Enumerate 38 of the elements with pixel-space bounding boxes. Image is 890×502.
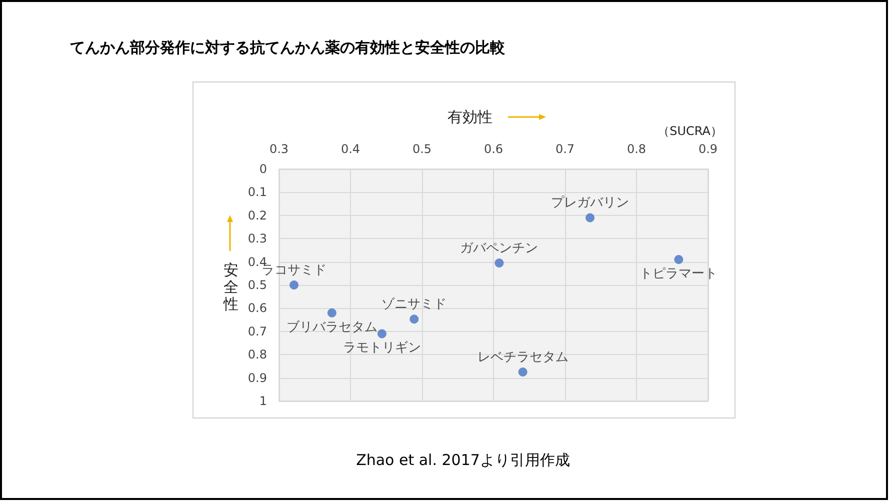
x-tick-label: 0.9	[698, 142, 718, 156]
x-axis-title: 有効性	[448, 108, 492, 126]
x-tick-label: 0.4	[340, 142, 360, 156]
x-tick-label: 0.8	[626, 142, 646, 156]
annotation: ブリバラセタム	[286, 320, 378, 335]
y-tick-label: 0.1	[248, 185, 267, 200]
point	[410, 314, 419, 324]
annotation: トピラマート	[640, 266, 718, 282]
point	[290, 280, 299, 290]
annotation: レベチラセタム	[477, 350, 568, 365]
y-tick-label: 0.3	[248, 232, 267, 246]
annotation: ラモトリギン	[342, 340, 421, 356]
y-tick-label: 0.6	[248, 301, 267, 316]
y-tick-label: 0.7	[248, 324, 267, 338]
annotation: プレガバリン	[551, 196, 630, 211]
point	[586, 213, 595, 222]
point	[518, 368, 528, 376]
text: Zhao et al. 2017より引用作成	[356, 451, 570, 469]
y-tick-label: 0.5	[248, 278, 267, 292]
y-tick-label: 0.8	[248, 348, 267, 362]
text: （SUCRA）	[658, 124, 722, 138]
x-tick-label: 0.3	[269, 142, 289, 156]
x-tick-label: 0.6	[484, 142, 504, 156]
x-tick-label: 0.7	[555, 142, 575, 156]
point	[494, 258, 504, 268]
chart-title: てんかん部分発作に対する抗てんかん薬の有効性と安全性の比較	[70, 38, 506, 56]
y-tick-label: 0.9	[248, 370, 267, 385]
point	[377, 329, 386, 338]
x-tick-label: 0.5	[412, 142, 432, 156]
y-tick-label: 1	[259, 394, 267, 408]
annotation: ラコサミド	[262, 263, 327, 278]
annotation: ガバペンチン	[460, 240, 538, 256]
y-tick-label: 0	[259, 162, 267, 176]
annotation: ゾニサミド	[382, 297, 447, 312]
point	[327, 308, 336, 318]
point	[674, 254, 684, 264]
y-axis-title: 安全性	[222, 261, 238, 313]
y-tick-label: 0.2	[248, 208, 267, 222]
